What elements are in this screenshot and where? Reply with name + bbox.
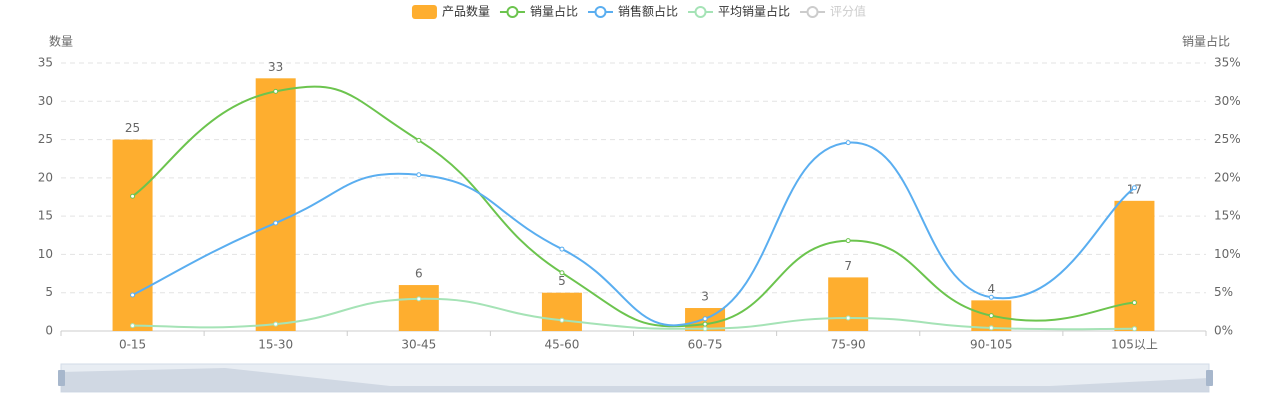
y2-tick-label: 15% bbox=[1214, 209, 1241, 223]
point bbox=[1131, 185, 1137, 191]
bar bbox=[112, 139, 153, 331]
legend-swatch bbox=[506, 6, 519, 18]
point bbox=[416, 172, 422, 178]
y2-tick-label: 25% bbox=[1214, 132, 1241, 146]
legend-item[interactable]: 平均销量占比 bbox=[688, 4, 790, 19]
point bbox=[559, 270, 565, 276]
legend-item[interactable]: 销售额占比 bbox=[587, 4, 678, 19]
legend-item[interactable]: 评分值 bbox=[800, 4, 866, 19]
data-label: 6 bbox=[415, 267, 423, 281]
point bbox=[130, 292, 136, 298]
legend-swatch bbox=[694, 6, 707, 18]
zoom-preview bbox=[61, 368, 1209, 392]
y2-tick-label: 35% bbox=[1214, 56, 1241, 70]
point bbox=[130, 323, 136, 329]
point bbox=[1131, 326, 1137, 332]
point bbox=[702, 321, 708, 327]
x-tick-label: 30-45 bbox=[401, 338, 436, 352]
y-tick-label: 15 bbox=[38, 209, 53, 223]
data-label: 3 bbox=[701, 290, 709, 304]
y-tick-label: 10 bbox=[38, 247, 53, 261]
line bbox=[131, 85, 1135, 328]
y-tick-label: 5 bbox=[45, 285, 53, 299]
data-zoom[interactable] bbox=[58, 363, 1213, 393]
zoom-handle[interactable] bbox=[58, 370, 65, 386]
point bbox=[416, 137, 422, 143]
point bbox=[702, 326, 708, 332]
y-axis-label: 数量 bbox=[49, 34, 73, 49]
legend-label: 销售额占比 bbox=[618, 4, 678, 19]
legend-swatch bbox=[594, 6, 607, 18]
data-label: 4 bbox=[987, 282, 995, 296]
legend-label: 销量占比 bbox=[530, 4, 578, 19]
data-label: 7 bbox=[844, 259, 852, 273]
y-tick-label: 25 bbox=[38, 132, 53, 146]
legend-swatch bbox=[806, 6, 819, 18]
y-tick-label: 35 bbox=[38, 56, 53, 70]
bar bbox=[398, 285, 439, 331]
y2-tick-label: 10% bbox=[1214, 247, 1241, 261]
x-tick-label: 105以上 bbox=[1111, 338, 1158, 352]
zoom-handle[interactable] bbox=[1206, 370, 1213, 386]
point bbox=[559, 317, 565, 323]
x-tick-label: 60-75 bbox=[688, 338, 723, 352]
line bbox=[132, 297, 1135, 331]
point bbox=[845, 238, 851, 244]
point bbox=[130, 193, 136, 199]
x-tick-label: 15-30 bbox=[258, 338, 293, 352]
point bbox=[273, 88, 279, 94]
point bbox=[273, 220, 279, 226]
y2-tick-label: 20% bbox=[1214, 170, 1241, 184]
bar bbox=[255, 78, 296, 331]
legend-label: 产品数量 bbox=[442, 4, 490, 19]
x-tick-label: 0-15 bbox=[119, 338, 146, 352]
point bbox=[988, 313, 994, 319]
point bbox=[845, 140, 851, 146]
data-label: 5 bbox=[558, 274, 566, 288]
point bbox=[1131, 300, 1137, 306]
legend-label: 平均销量占比 bbox=[718, 4, 790, 19]
data-label: 25 bbox=[125, 121, 140, 135]
point bbox=[702, 316, 708, 322]
y2-tick-label: 5% bbox=[1214, 285, 1233, 299]
y2-tick-label: 30% bbox=[1214, 94, 1241, 108]
point bbox=[273, 321, 279, 327]
x-tick-label: 75-90 bbox=[831, 338, 866, 352]
point bbox=[416, 296, 422, 302]
point bbox=[988, 294, 994, 300]
point bbox=[845, 315, 851, 321]
y2-axis-label: 销量占比 bbox=[1182, 34, 1230, 49]
y2-tick-label: 0% bbox=[1214, 324, 1233, 338]
legend-swatch bbox=[411, 5, 437, 19]
y-tick-label: 20 bbox=[38, 170, 53, 184]
point bbox=[559, 246, 565, 252]
legend: 产品数量 销量占比 销售额占比 平均销量占比 评分值 bbox=[411, 4, 866, 20]
y-tick-label: 0 bbox=[45, 324, 53, 338]
data-label: 33 bbox=[268, 60, 283, 74]
x-tick-label: 45-60 bbox=[545, 338, 580, 352]
bar bbox=[828, 277, 869, 331]
line bbox=[132, 141, 1136, 327]
y-tick-label: 30 bbox=[38, 94, 53, 108]
legend-label: 评分值 bbox=[830, 4, 866, 19]
legend-item[interactable]: 产品数量 bbox=[411, 4, 490, 20]
x-tick-label: 90-105 bbox=[970, 338, 1013, 352]
legend-item[interactable]: 销量占比 bbox=[499, 4, 578, 19]
bar bbox=[1114, 200, 1155, 331]
bar bbox=[541, 292, 582, 331]
point bbox=[988, 325, 994, 331]
